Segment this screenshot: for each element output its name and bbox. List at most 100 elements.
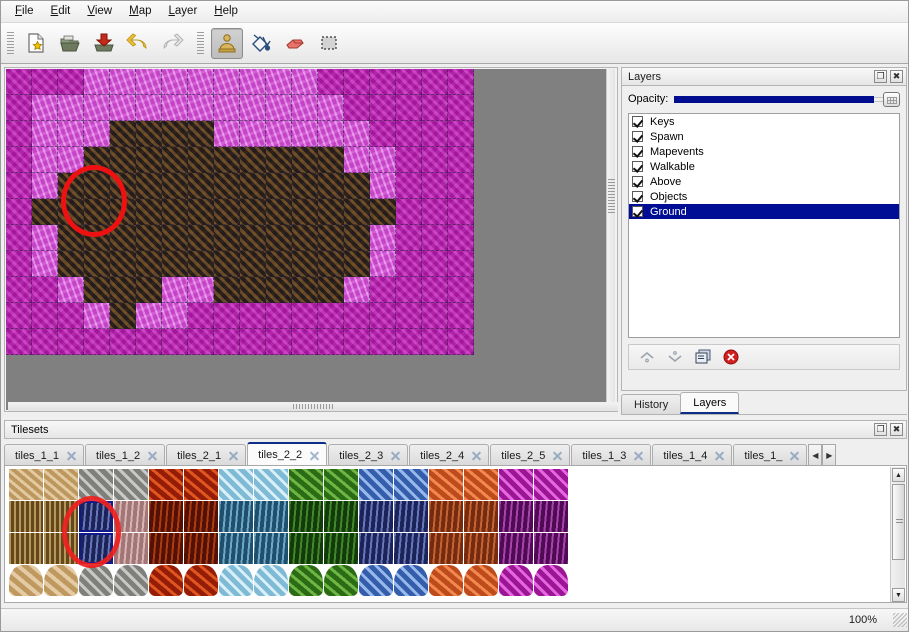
map-tile[interactable] xyxy=(32,303,58,329)
map-tile[interactable] xyxy=(448,95,474,121)
tileset-tile[interactable] xyxy=(394,533,428,564)
map-tile[interactable] xyxy=(240,329,266,355)
close-x-icon[interactable] xyxy=(714,450,725,461)
map-tile[interactable] xyxy=(58,251,84,277)
map-tile[interactable] xyxy=(318,303,344,329)
map-tile[interactable] xyxy=(110,147,136,173)
tileset-tile[interactable] xyxy=(324,533,358,564)
layer-row-spawn[interactable]: Spawn xyxy=(629,129,899,144)
save-file-button[interactable] xyxy=(88,28,120,59)
map-tile[interactable] xyxy=(240,173,266,199)
tileset-tile[interactable] xyxy=(254,501,288,532)
map-tile[interactable] xyxy=(214,251,240,277)
tileset-tile[interactable] xyxy=(114,565,148,596)
scroll-up-button[interactable]: ▲ xyxy=(892,468,905,482)
menu-map[interactable]: Map xyxy=(129,5,152,17)
map-tile[interactable] xyxy=(162,225,188,251)
close-x-icon[interactable] xyxy=(789,450,800,461)
map-tile[interactable] xyxy=(396,303,422,329)
tileset-tile[interactable] xyxy=(324,501,358,532)
map-tile[interactable] xyxy=(318,69,344,95)
map-tile[interactable] xyxy=(266,251,292,277)
tileset-tile[interactable] xyxy=(254,533,288,564)
map-tile[interactable] xyxy=(370,173,396,199)
map-tile[interactable] xyxy=(136,69,162,95)
map-tile[interactable] xyxy=(32,225,58,251)
map-tile[interactable] xyxy=(136,95,162,121)
map-tile[interactable] xyxy=(344,277,370,303)
map-tile[interactable] xyxy=(136,251,162,277)
tileset-tile[interactable] xyxy=(499,533,533,564)
tileset-tab-tiles_1_[interactable]: tiles_1_ xyxy=(733,444,808,466)
map-tile[interactable] xyxy=(318,355,344,381)
map-tile[interactable] xyxy=(422,95,448,121)
map-tile[interactable] xyxy=(6,173,32,199)
map-tile[interactable] xyxy=(318,225,344,251)
map-tile[interactable] xyxy=(240,277,266,303)
map-tile[interactable] xyxy=(396,147,422,173)
map-tile[interactable] xyxy=(240,95,266,121)
select-tool-button[interactable] xyxy=(313,28,345,59)
tileset-tile[interactable] xyxy=(499,469,533,500)
map-tile[interactable] xyxy=(188,69,214,95)
map-tile[interactable] xyxy=(162,147,188,173)
menu-help[interactable]: Help xyxy=(214,5,238,17)
layer-row-walkable[interactable]: Walkable xyxy=(629,159,899,174)
tileset-tile[interactable] xyxy=(324,565,358,596)
tileset-tile[interactable] xyxy=(149,533,183,564)
tileset-tile[interactable] xyxy=(359,469,393,500)
map-tile[interactable] xyxy=(188,173,214,199)
map-tile[interactable] xyxy=(448,251,474,277)
map-tile[interactable] xyxy=(32,173,58,199)
map-tile[interactable] xyxy=(162,95,188,121)
map-tile[interactable] xyxy=(474,277,500,303)
map-tile[interactable] xyxy=(292,329,318,355)
tileset-tile[interactable] xyxy=(184,565,218,596)
map-tile[interactable] xyxy=(344,355,370,381)
map-tile[interactable] xyxy=(58,121,84,147)
map-tile[interactable] xyxy=(318,173,344,199)
map-tile[interactable] xyxy=(58,225,84,251)
layer-row-ground[interactable]: Ground xyxy=(629,204,899,219)
map-tile[interactable] xyxy=(396,355,422,381)
map-tile[interactable] xyxy=(162,303,188,329)
tileset-tile[interactable] xyxy=(534,469,568,500)
map-tile[interactable] xyxy=(292,147,318,173)
map-tile[interactable] xyxy=(292,69,318,95)
tileset-tab-tiles_1_3[interactable]: tiles_1_3 xyxy=(571,444,652,466)
map-tile[interactable] xyxy=(344,147,370,173)
tileset-tile[interactable] xyxy=(534,565,568,596)
resize-grip[interactable] xyxy=(893,613,907,627)
map-tile[interactable] xyxy=(84,355,110,381)
map-tile[interactable] xyxy=(344,95,370,121)
map-tile[interactable] xyxy=(344,251,370,277)
map-tile[interactable] xyxy=(6,277,32,303)
layer-visibility-checkbox[interactable] xyxy=(632,176,643,187)
layer-visibility-checkbox[interactable] xyxy=(632,206,643,217)
map-tile[interactable] xyxy=(6,303,32,329)
tileset-tile[interactable] xyxy=(464,469,498,500)
map-tile[interactable] xyxy=(32,277,58,303)
tileset-tile[interactable] xyxy=(44,501,78,532)
map-tile[interactable] xyxy=(292,173,318,199)
tileset-tile[interactable] xyxy=(114,501,148,532)
tileset-tile[interactable] xyxy=(534,533,568,564)
lower-layer-button[interactable] xyxy=(663,346,687,368)
tileset-tile[interactable] xyxy=(464,565,498,596)
map-tile[interactable] xyxy=(448,173,474,199)
map-tile[interactable] xyxy=(32,199,58,225)
undo-button[interactable] xyxy=(122,28,154,59)
tab-scroll-left-button[interactable]: ◀ xyxy=(808,444,823,466)
scrollbar-thumb[interactable] xyxy=(892,484,905,560)
tileset-palette-pane[interactable]: ▲ ▼ xyxy=(4,465,907,603)
stamp-tool-button[interactable] xyxy=(211,27,243,59)
map-tile[interactable] xyxy=(344,121,370,147)
tileset-tile[interactable] xyxy=(359,565,393,596)
tileset-tab-tiles_1_4[interactable]: tiles_1_4 xyxy=(652,444,733,466)
map-tile[interactable] xyxy=(448,69,474,95)
open-file-button[interactable] xyxy=(54,28,86,59)
tileset-tile[interactable] xyxy=(464,501,498,532)
tileset-tile[interactable] xyxy=(394,469,428,500)
map-tile[interactable] xyxy=(474,121,500,147)
map-tile[interactable] xyxy=(214,355,240,381)
